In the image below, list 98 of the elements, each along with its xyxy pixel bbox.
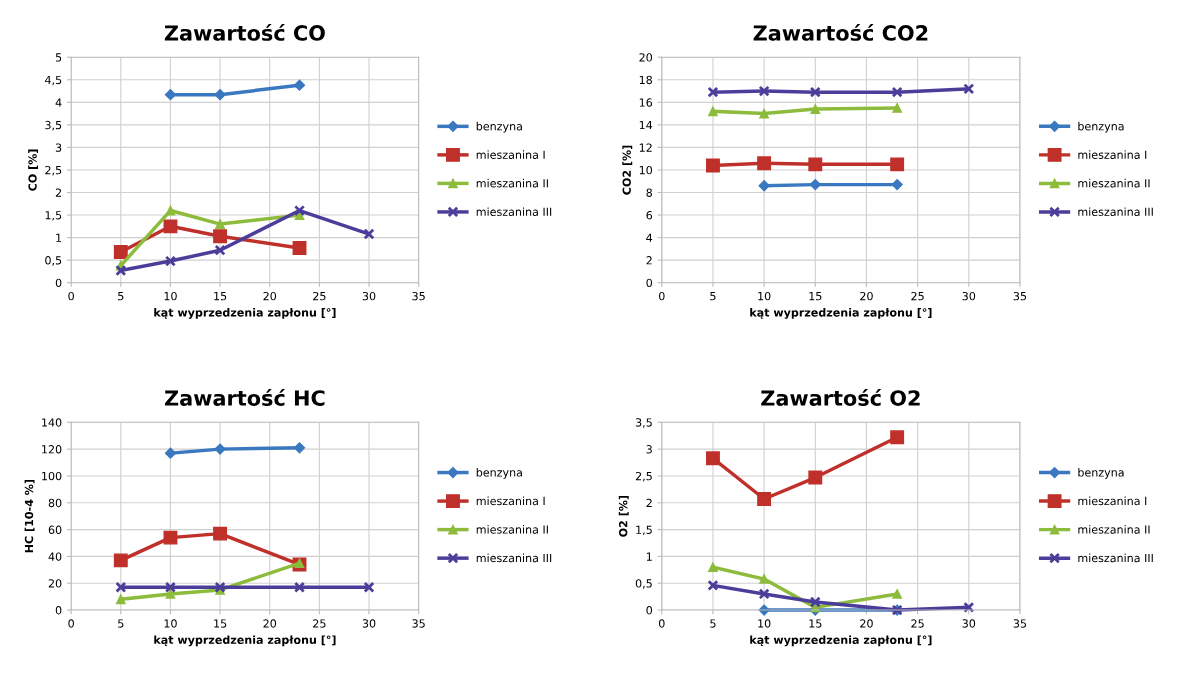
y-tick-label: 6 [646,211,653,220]
x-tick-label: 15 [809,619,822,628]
y-tick-label: 8 [646,188,652,197]
legend-label: benzyna [476,121,522,133]
legend-label: mieszanina I [476,150,545,159]
y-tick-label: 1 [646,552,652,561]
y-tick-label: 5 [55,53,62,62]
x-tick-label: 0 [658,619,665,628]
y-tick-label: 0 [646,606,653,615]
y-axis-title: CO [%] [28,149,39,191]
x-tick-label: 35 [1013,619,1027,628]
x-tick-label: 25 [313,291,326,301]
y-tick-label: 3,5 [45,120,62,131]
x-tick-label: 20 [263,619,277,628]
legend-label: mieszanina II [1078,525,1150,534]
legend-label: mieszanina III [476,207,552,216]
y-tick-label: 140 [42,418,62,427]
y-tick-label: 2 [55,188,62,197]
legend-label: mieszanina III [1078,207,1153,216]
x-axis-title: kąt wyprzedzenia zapłonu [°] [750,308,932,319]
x-tick-label: 30 [962,619,976,628]
y-tick-label: 3,5 [635,418,652,428]
y-tick-label: 120 [42,445,62,454]
x-tick-label: 5 [118,619,124,628]
y-tick-label: 14 [639,120,653,130]
x-tick-label: 10 [164,291,177,301]
y-tick-label: 0 [55,606,62,615]
x-tick-label: 20 [263,291,277,301]
legend-label: mieszanina I [1078,150,1147,159]
x-tick-label: 15 [214,619,227,628]
x-tick-label: 5 [710,292,716,301]
y-tick-label: 3 [55,143,62,152]
x-tick-label: 10 [758,291,771,301]
x-tick-label: 35 [1013,291,1027,301]
y-tick-label: 2,5 [635,471,652,482]
x-tick-label: 15 [214,292,227,301]
y-tick-label: 40 [48,552,62,561]
legend-label: benzyna [476,468,522,479]
x-axis-title: kąt wyprzedzenia zapłonu [°] [154,308,336,319]
legend-label: benzyna [1078,468,1124,479]
y-tick-label: 1,5 [45,211,62,221]
x-tick-label: 30 [362,619,376,628]
y-tick-label: 4 [646,233,653,242]
x-axis-title: kąt wyprzedzenia zapłonu [°] [750,635,932,647]
x-tick-label: 20 [860,291,873,301]
legend-label: mieszanina II [476,525,548,534]
y-tick-label: 4,5 [45,75,62,86]
x-tick-label: 25 [313,619,326,628]
x-tick-label: 25 [911,619,924,628]
y-tick-label: 2 [646,498,652,507]
y-tick-label: 100 [42,471,62,481]
y-tick-label: 0 [646,278,653,288]
x-axis-title: kąt wyprzedzenia zapłonu [°] [154,635,336,647]
x-tick-label: 25 [911,291,924,301]
y-tick-label: 60 [48,525,62,534]
x-tick-label: 35 [412,619,425,628]
x-tick-label: 30 [962,291,976,301]
y-tick-label: 0,5 [635,579,652,589]
x-tick-label: 0 [68,291,74,301]
legend-label: mieszanina III [1078,553,1153,563]
x-tick-label: 20 [860,619,873,628]
x-tick-label: 35 [412,291,425,301]
y-tick-label: 20 [48,579,62,588]
chart-title: Zawartość CO [164,23,325,41]
x-tick-label: 10 [758,619,771,628]
y-tick-label: 4 [55,98,62,107]
y-tick-label: 0 [55,278,62,288]
y-tick-label: 16 [639,98,653,107]
y-axis-title: HC [10-4 %] [24,479,35,553]
legend-label: mieszanina I [1078,496,1147,506]
x-tick-label: 15 [809,292,822,301]
y-tick-label: 1,5 [636,525,652,536]
y-tick-label: 3 [646,445,652,454]
legend-label: mieszanina II [476,178,548,188]
legend-label: mieszanina II [1078,178,1150,188]
x-tick-label: 30 [362,291,376,301]
y-tick-label: 2 [646,256,652,265]
y-axis-title: CO2 [%] [622,145,633,195]
chart-title: Zawartość CO2 [753,23,928,41]
y-tick-label: 2,5 [45,165,62,176]
x-tick-label: 0 [68,619,74,628]
y-tick-label: 18 [639,75,652,85]
y-axis-title: O2 [%] [618,495,629,537]
y-tick-label: 10 [639,165,653,175]
x-tick-label: 10 [164,619,177,628]
x-tick-label: 5 [118,292,124,301]
y-tick-label: 80 [48,498,62,508]
x-tick-label: 5 [710,619,716,628]
y-tick-label: 12 [639,143,652,152]
legend-label: mieszanina I [476,496,545,506]
x-tick-label: 0 [658,291,665,301]
y-tick-label: 20 [639,53,653,62]
chart-title: Zawartość O2 [761,388,920,406]
legend-label: benzyna [1078,121,1124,133]
y-tick-label: 0,5 [45,256,62,266]
legend-label: mieszanina III [476,553,552,563]
chart-title: Zawartość HC [164,388,325,406]
y-tick-label: 1 [56,233,62,242]
